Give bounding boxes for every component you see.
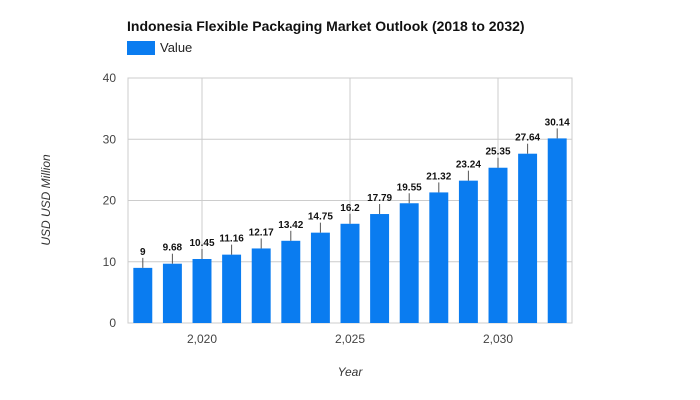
bar	[192, 258, 212, 323]
legend[interactable]: Value	[127, 40, 192, 55]
data-label: 19.55	[397, 182, 422, 193]
data-label: 10.45	[189, 238, 214, 249]
data-label: 12.17	[249, 227, 274, 238]
data-label: 30.14	[545, 117, 570, 128]
bar	[133, 267, 153, 323]
bar	[370, 214, 390, 323]
bar	[429, 192, 449, 323]
x-tick-label: 2,025	[335, 332, 365, 346]
y-tick-label: 20	[103, 194, 117, 208]
bars	[133, 138, 567, 323]
bar	[488, 167, 508, 323]
bar	[310, 232, 330, 323]
bar	[251, 248, 271, 323]
x-axis-title: Year	[338, 365, 364, 379]
data-label: 25.35	[485, 147, 510, 158]
bar	[281, 240, 301, 323]
y-tick-label: 40	[103, 71, 117, 85]
x-tick-label: 2,030	[483, 332, 513, 346]
data-label: 9	[140, 247, 146, 258]
legend-swatch	[127, 41, 155, 55]
data-label: 14.75	[308, 212, 333, 223]
y-tick-label: 0	[109, 316, 116, 330]
bar	[162, 263, 182, 323]
data-label: 13.42	[278, 220, 303, 231]
data-label: 9.68	[163, 243, 183, 254]
data-label: 21.32	[426, 171, 451, 182]
bar	[222, 254, 242, 323]
axes: 0 10 20 30 40 2,020 2,025 2,030	[103, 71, 514, 346]
y-tick-label: 30	[103, 132, 117, 146]
bar	[518, 153, 538, 323]
bar	[547, 138, 567, 323]
bar	[458, 180, 478, 323]
data-label: 17.79	[367, 193, 392, 204]
legend-label: Value	[160, 40, 192, 55]
chart-title: Indonesia Flexible Packaging Market Outl…	[127, 18, 525, 34]
data-label: 16.2	[340, 203, 360, 214]
x-tick-label: 2,020	[187, 332, 217, 346]
data-labels: 9 9.68 10.45 11.16 12.17 13.42 14.75 16.2 17.79 1…	[140, 117, 570, 268]
bar	[340, 223, 360, 323]
data-label: 27.64	[515, 133, 540, 144]
y-axis-title: USD USD Million	[39, 154, 53, 246]
bar	[399, 203, 419, 323]
y-tick-label: 10	[103, 255, 117, 269]
data-label: 11.16	[219, 234, 244, 245]
data-label: 23.24	[456, 160, 481, 171]
